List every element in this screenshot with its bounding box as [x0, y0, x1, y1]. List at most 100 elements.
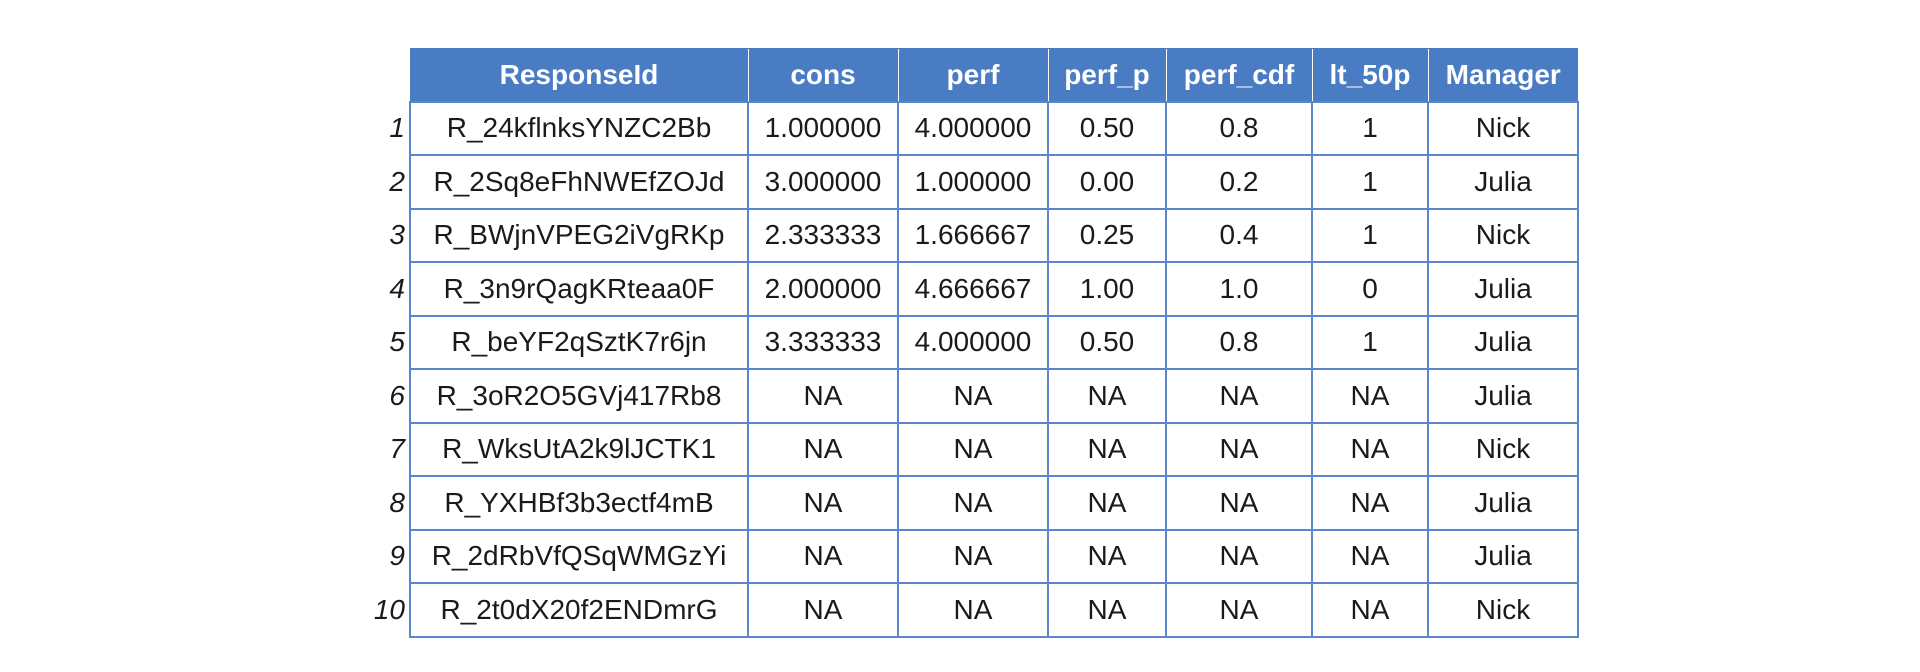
cell-perf-cdf: 1.0: [1165, 261, 1313, 317]
cell-manager: Julia: [1427, 314, 1579, 370]
cell-cons: 2.000000: [747, 261, 899, 317]
cell-perf-cdf: NA: [1165, 475, 1313, 531]
cell-manager: Julia: [1427, 528, 1579, 584]
cell-perf-cdf: NA: [1165, 421, 1313, 477]
table-row[interactable]: 1 R_24kflnksYNZC2Bb 1.000000 4.000000 0.50 0.…: [372, 100, 1579, 156]
cell-manager: Nick: [1427, 100, 1579, 156]
column-header-responseid[interactable]: ResponseId: [409, 48, 748, 102]
row-index: 6: [389, 379, 405, 411]
column-header-perf-p[interactable]: perf_p: [1047, 48, 1166, 102]
cell-perf-p: NA: [1047, 582, 1167, 638]
cell-responseid: R_BWjnVPEG2iVgRKp: [409, 207, 749, 263]
cell-cons: NA: [747, 475, 899, 531]
cell-responseid: R_beYF2qSztK7r6jn: [409, 314, 749, 370]
column-header-cons[interactable]: cons: [747, 48, 898, 102]
data-table: ResponseId cons perf perf_p perf_cdf lt_…: [372, 48, 1579, 638]
cell-manager: Nick: [1427, 421, 1579, 477]
cell-perf: 1.000000: [897, 154, 1049, 210]
cell-perf-cdf: NA: [1165, 368, 1313, 424]
cell-perf-cdf: 0.2: [1165, 154, 1313, 210]
cell-cons: 3.333333: [747, 314, 899, 370]
cell-perf: 4.000000: [897, 100, 1049, 156]
table-row[interactable]: 8 R_YXHBf3b3ectf4mB NA NA NA NA NA Julia: [372, 475, 1579, 531]
row-index: 7: [389, 433, 405, 465]
cell-lt-50p: 1: [1311, 207, 1429, 263]
cell-perf-cdf: NA: [1165, 582, 1313, 638]
cell-perf: NA: [897, 368, 1049, 424]
row-index: 9: [389, 540, 405, 572]
row-index: 3: [389, 219, 405, 251]
cell-lt-50p: 1: [1311, 100, 1429, 156]
cell-perf-p: NA: [1047, 528, 1167, 584]
table-row[interactable]: 9 R_2dRbVfQSqWMGzYi NA NA NA NA NA Julia: [372, 528, 1579, 584]
cell-lt-50p: NA: [1311, 368, 1429, 424]
cell-responseid: R_3oR2O5GVj417Rb8: [409, 368, 749, 424]
cell-manager: Julia: [1427, 475, 1579, 531]
cell-lt-50p: 1: [1311, 154, 1429, 210]
cell-perf-cdf: NA: [1165, 528, 1313, 584]
cell-cons: 2.333333: [747, 207, 899, 263]
cell-lt-50p: 0: [1311, 261, 1429, 317]
table-row[interactable]: 3 R_BWjnVPEG2iVgRKp 2.333333 1.666667 0.25 0.…: [372, 207, 1579, 263]
cell-perf-cdf: 0.8: [1165, 314, 1313, 370]
cell-responseid: R_2Sq8eFhNWEfZOJd: [409, 154, 749, 210]
cell-perf-p: NA: [1047, 368, 1167, 424]
cell-perf: NA: [897, 582, 1049, 638]
cell-responseid: R_3n9rQagKRteaa0F: [409, 261, 749, 317]
cell-manager: Julia: [1427, 154, 1579, 210]
row-index: 5: [389, 326, 405, 358]
cell-responseid: R_2dRbVfQSqWMGzYi: [409, 528, 749, 584]
column-header-lt-50p[interactable]: lt_50p: [1311, 48, 1428, 102]
cell-lt-50p: NA: [1311, 528, 1429, 584]
cell-cons: NA: [747, 368, 899, 424]
index-header: [372, 48, 410, 102]
row-index: 10: [373, 593, 405, 625]
row-index: 4: [389, 272, 405, 304]
row-index: 1: [389, 112, 405, 144]
table-row[interactable]: 5 R_beYF2qSztK7r6jn 3.333333 4.000000 0.50 0.…: [372, 314, 1579, 370]
cell-perf: NA: [897, 421, 1049, 477]
header-row: ResponseId cons perf perf_p perf_cdf lt_…: [372, 48, 1578, 102]
column-header-perf[interactable]: perf: [897, 48, 1048, 102]
cell-perf: 4.666667: [897, 261, 1049, 317]
table-row[interactable]: 6 R_3oR2O5GVj417Rb8 NA NA NA NA NA Julia: [372, 368, 1579, 424]
row-index: 2: [389, 165, 405, 197]
cell-perf-p: 1.00: [1047, 261, 1167, 317]
table-row[interactable]: 4 R_3n9rQagKRteaa0F 2.000000 4.666667 1.00 1.…: [372, 261, 1579, 317]
cell-perf-p: 0.50: [1047, 314, 1167, 370]
cell-perf: 1.666667: [897, 207, 1049, 263]
cell-manager: Julia: [1427, 261, 1579, 317]
cell-perf-cdf: 0.4: [1165, 207, 1313, 263]
cell-manager: Julia: [1427, 368, 1579, 424]
cell-manager: Nick: [1427, 207, 1579, 263]
cell-manager: Nick: [1427, 582, 1579, 638]
cell-lt-50p: NA: [1311, 421, 1429, 477]
cell-responseid: R_WksUtA2k9lJCTK1: [409, 421, 749, 477]
cell-cons: NA: [747, 421, 899, 477]
column-header-manager[interactable]: Manager: [1427, 48, 1578, 102]
table-row[interactable]: 10 R_2t0dX20f2ENDmrG NA NA NA NA NA Nick: [372, 582, 1579, 638]
table-body: 1 R_24kflnksYNZC2Bb 1.000000 4.000000 0.50 0.…: [372, 100, 1579, 638]
cell-responseid: R_YXHBf3b3ectf4mB: [409, 475, 749, 531]
cell-lt-50p: 1: [1311, 314, 1429, 370]
cell-perf-p: NA: [1047, 421, 1167, 477]
cell-perf-p: 0.50: [1047, 100, 1167, 156]
cell-perf: NA: [897, 528, 1049, 584]
column-header-perf-cdf[interactable]: perf_cdf: [1165, 48, 1312, 102]
cell-lt-50p: NA: [1311, 475, 1429, 531]
cell-cons: 3.000000: [747, 154, 899, 210]
cell-perf-p: 0.00: [1047, 154, 1167, 210]
cell-perf-cdf: 0.8: [1165, 100, 1313, 156]
table-header: ResponseId cons perf perf_p perf_cdf lt_…: [372, 48, 1578, 102]
cell-cons: NA: [747, 528, 899, 584]
cell-perf: NA: [897, 475, 1049, 531]
table-row[interactable]: 7 R_WksUtA2k9lJCTK1 NA NA NA NA NA Nick: [372, 421, 1579, 477]
cell-perf: 4.000000: [897, 314, 1049, 370]
table-row[interactable]: 2 R_2Sq8eFhNWEfZOJd 3.000000 1.000000 0.00 0.…: [372, 154, 1579, 210]
cell-cons: 1.000000: [747, 100, 899, 156]
cell-lt-50p: NA: [1311, 582, 1429, 638]
row-index: 8: [389, 486, 405, 518]
data-table-container: ResponseId cons perf perf_p perf_cdf lt_…: [372, 48, 1579, 638]
cell-perf-p: 0.25: [1047, 207, 1167, 263]
cell-responseid: R_24kflnksYNZC2Bb: [409, 100, 749, 156]
